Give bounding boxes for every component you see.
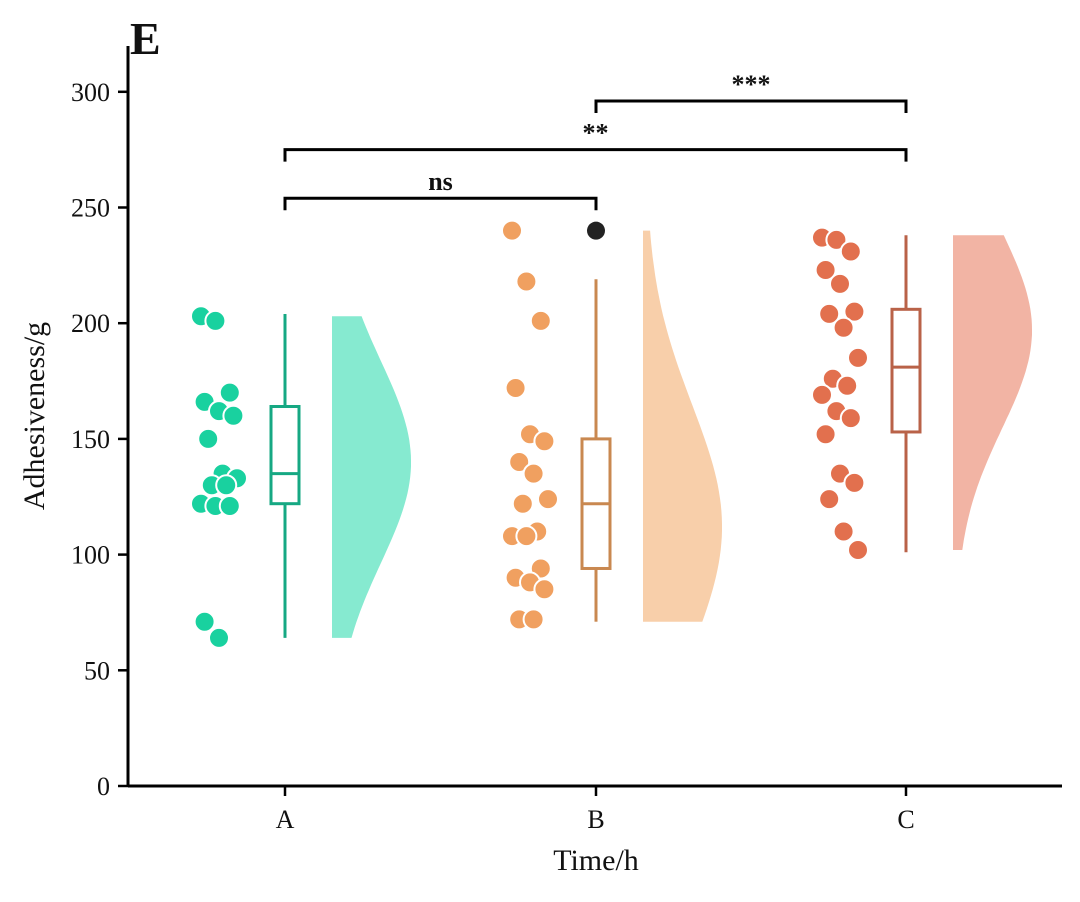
data-point-c [847,346,869,369]
boxplots [269,221,922,638]
data-point-a [215,474,238,497]
data-point-c [818,302,841,325]
data-point-b [522,608,545,631]
data-point-a [204,309,227,332]
y-axis-title: Adhesiveness/g [18,322,51,510]
data-point-a [222,404,245,427]
sig-bracket-a-c [283,148,908,162]
data-point-c [814,423,837,446]
y-tick-label: 100 [71,541,110,570]
data-point-c [843,300,866,323]
data-point-b [533,578,556,601]
data-point-c [839,407,862,430]
y-tick-label: 300 [71,78,110,107]
significance-brackets: ns***** [283,70,908,211]
panel-letter: E [130,13,161,64]
y-tick-label: 50 [84,656,110,685]
density-cloud-c [953,235,1032,550]
y-tick-label: 200 [71,309,110,338]
data-point-b [504,377,527,399]
box-iqr-a [269,405,301,506]
data-point-c [843,471,866,494]
data-point-c [829,272,851,295]
sig-bracket-a-b [283,196,598,211]
data-point-c [832,316,855,339]
data-point-c [836,374,859,397]
data-point-b [529,309,552,332]
y-tick-label: 150 [71,425,110,454]
density-clouds [332,230,1032,638]
sig-label: ns [428,167,453,196]
data-point-c [832,520,855,543]
data-point-b [515,525,538,548]
outlier-point-b [587,221,605,240]
x-tick-label: B [587,805,604,834]
data-point-b [515,270,538,293]
data-point-c [814,259,837,281]
axis-ticks: 0 50 100 150 200 250 300 A B C [71,78,915,834]
data-point-a [197,427,220,450]
data-point-c [825,228,848,251]
data-point-a [193,610,216,633]
data-point-a [218,495,241,517]
data-points [190,219,869,649]
data-point-b [511,492,534,515]
x-axis-title: Time/h [553,844,639,877]
data-point-a [218,381,241,404]
box-iqr-c [890,307,922,434]
data-point-c [818,488,841,511]
data-point-b [533,430,556,453]
data-point-b [522,462,545,485]
x-tick-label: A [276,805,295,834]
sig-label: ** [583,119,609,148]
data-point-b [537,488,559,511]
data-point-c [839,240,862,263]
density-cloud-a [332,316,411,638]
sig-bracket-b-c [594,99,908,114]
y-tick-label: 0 [97,772,110,801]
density-cloud-b [643,230,722,622]
data-point-b [508,451,531,473]
data-point-a [208,626,230,649]
data-point-c [847,539,869,561]
sig-label: *** [732,70,771,99]
data-point-b [501,219,523,242]
y-tick-label: 250 [71,194,110,223]
x-tick-label: C [897,805,914,834]
data-point-c [811,383,833,406]
